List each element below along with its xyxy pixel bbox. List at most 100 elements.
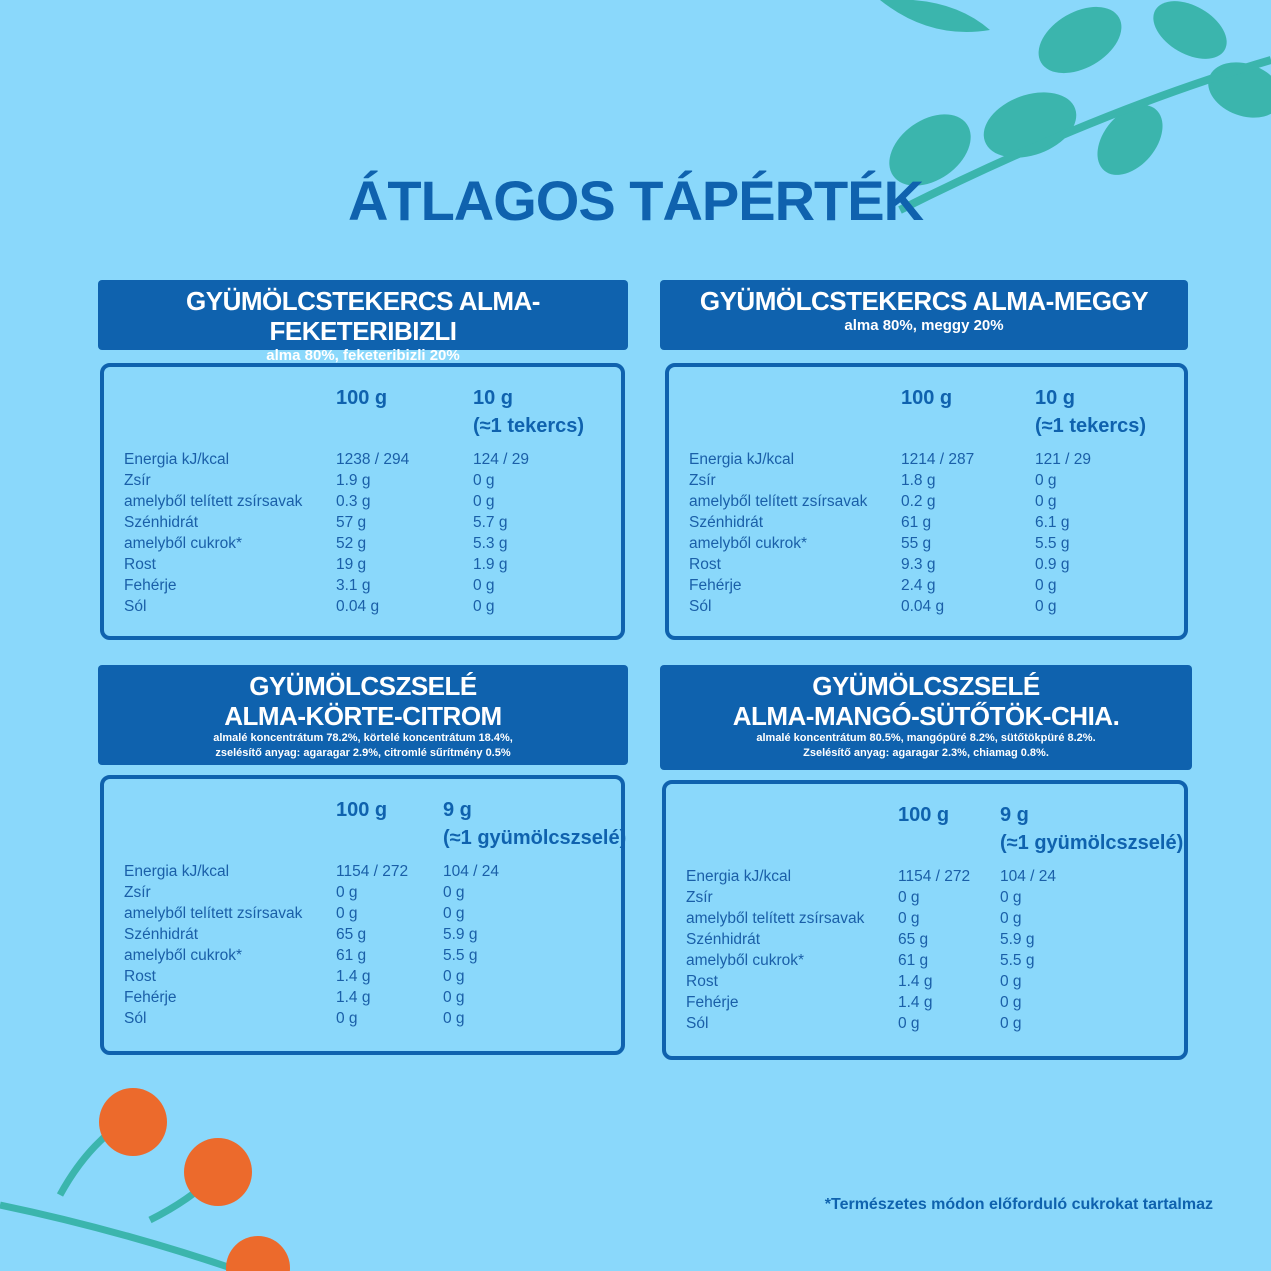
nutrition-value: 0 g [473, 472, 495, 489]
column-header: 100 g [336, 387, 388, 409]
column-header: 10 g [473, 387, 514, 409]
nutrition-value: 5.9 g [443, 926, 478, 943]
nutrient-name: Rost [689, 556, 721, 573]
panel-title: GYÜMÖLCSTEKERCS ALMA-MEGGY [699, 286, 1149, 316]
nutrition-value: 61 g [898, 952, 929, 969]
nutrition-value: 121 / 29 [1035, 451, 1092, 468]
nutrient-name: amelyből cukrok* [686, 952, 805, 969]
nutrition-value: 52 g [336, 535, 367, 552]
panel-header: GYÜMÖLCSZSELÉ ALMA-KÖRTE-CITROM almalé kon… [98, 665, 628, 765]
nutrition-value: 1.4 g [898, 994, 933, 1011]
nutrient-name: Szénhidrát [124, 514, 199, 531]
nutrition-value: 0 g [1035, 577, 1057, 594]
nutrient-name: Szénhidrát [686, 931, 761, 948]
panel-subtitle: alma 80%, feketeribizli 20% [266, 347, 460, 364]
nutrition-value: 0.2 g [901, 493, 936, 510]
column-header: (≈1 tekercs) [473, 415, 585, 437]
nutrition-value: 5.9 g [1000, 931, 1035, 948]
nutrition-value: 0.9 g [1035, 556, 1070, 573]
nutrition-value: 0 g [1000, 994, 1022, 1011]
nutrient-name: Zsír [689, 472, 716, 489]
column-header: (≈1 gyümölcszselé) [443, 827, 627, 849]
panel-title: ALMA-KÖRTE-CITROM [224, 701, 502, 731]
nutrition-value: 65 g [336, 926, 367, 943]
nutrition-table: 100 g 9 g (≈1 gyümölcszselé) Energia kJ/kca… [100, 775, 627, 1055]
nutrient-name: Fehérje [686, 994, 739, 1011]
nutrition-value: 0 g [336, 1010, 358, 1027]
nutrition-value: 0 g [1000, 910, 1022, 927]
nutrient-name: Energia kJ/kcal [124, 863, 230, 880]
panel-title: ALMA-MANGÓ-SÜTŐTÖK-CHIA. [732, 701, 1120, 731]
nutrition-value: 5.7 g [473, 514, 508, 531]
nutrient-name: amelyből cukrok* [689, 535, 808, 552]
nutrition-value: 19 g [336, 556, 367, 573]
berries [0, 1088, 290, 1271]
nutrition-value: 1.4 g [336, 968, 371, 985]
nutrition-value: 65 g [898, 931, 929, 948]
nutrient-name: Energia kJ/kcal [124, 451, 230, 468]
nutrition-value: 104 / 24 [443, 863, 500, 880]
nutrition-value: 1154 / 272 [898, 868, 971, 885]
nutrient-name: Fehérje [124, 577, 177, 594]
nutrition-value: 0 g [1000, 1015, 1022, 1032]
nutrition-value: 0 g [1035, 472, 1057, 489]
nutrition-value: 0.3 g [336, 493, 371, 510]
column-header: 100 g [901, 387, 953, 409]
panel-header: GYÜMÖLCSZSELÉ ALMA-MANGÓ-SÜTŐTÖK-CHIA. alm… [660, 665, 1192, 770]
nutrition-value: 3.1 g [336, 577, 371, 594]
column-header: (≈1 gyümölcszselé) [1000, 832, 1184, 854]
nutrition-value: 0.04 g [336, 598, 380, 615]
nutrition-value: 2.4 g [901, 577, 936, 594]
nutrition-value: 5.5 g [443, 947, 478, 964]
panel-subtitle: almalé koncentrátum 80.5%, mangópüré 8.2… [756, 732, 1096, 744]
nutrition-value: 0 g [443, 1010, 465, 1027]
nutrition-value: 0 g [443, 989, 465, 1006]
nutrition-value: 0 g [1035, 598, 1057, 615]
nutrition-value: 0 g [898, 1015, 920, 1032]
panel-header: GYÜMÖLCSTEKERCS ALMA-FEKETERIBIZLI alma 8… [98, 280, 628, 364]
nutrition-value: 55 g [901, 535, 932, 552]
nutrition-value: 0 g [473, 598, 495, 615]
nutrition-value: 0 g [473, 493, 495, 510]
nutrition-table: 100 g 10 g (≈1 tekercs) Energia kJ/kcal 1214… [665, 363, 1188, 640]
nutrition-value: 0 g [898, 910, 920, 927]
nutrient-name: Sól [689, 598, 712, 615]
panel-title: GYÜMÖLCSZSELÉ [249, 671, 477, 701]
column-header: 100 g [898, 804, 950, 826]
nutrition-value: 0 g [443, 905, 465, 922]
nutrition-value: 0 g [1035, 493, 1057, 510]
nutrient-name: amelyből telített zsírsavak [124, 493, 303, 510]
nutrition-value: 124 / 29 [473, 451, 530, 468]
nutrition-value: 1214 / 287 [901, 451, 975, 468]
nutrition-value: 0 g [336, 884, 358, 901]
panel-title: GYÜMÖLCSTEKERCS ALMA-FEKETERIBIZLI [186, 286, 540, 346]
nutrient-name: Zsír [124, 884, 151, 901]
nutrition-value: 61 g [901, 514, 932, 531]
panel-subtitle: almalé koncentrátum 78.2%, körtelé konce… [213, 732, 513, 744]
nutrition-value: 5.3 g [473, 535, 508, 552]
nutrition-value: 9.3 g [901, 556, 936, 573]
panel-subtitle: alma 80%, meggy 20% [844, 317, 1004, 334]
nutrient-name: Szénhidrát [124, 926, 199, 943]
nutrient-name: Rost [124, 968, 156, 985]
footnote: *Természetes módon előforduló cukrokat t… [824, 1196, 1213, 1213]
nutrition-value: 5.5 g [1035, 535, 1070, 552]
nutrition-value: 1.8 g [901, 472, 936, 489]
panel-header: GYÜMÖLCSTEKERCS ALMA-MEGGY alma 80%, megg… [660, 280, 1188, 350]
nutrition-value: 0 g [443, 884, 465, 901]
nutrient-name: Fehérje [124, 989, 177, 1006]
nutrient-name: Rost [686, 973, 718, 990]
nutrition-value: 5.5 g [1000, 952, 1035, 969]
nutrition-value: 6.1 g [1035, 514, 1070, 531]
nutrition-value: 0 g [336, 905, 358, 922]
leaves [880, 0, 1271, 214]
nutrition-value: 0 g [1000, 889, 1022, 906]
nutrient-name: amelyből cukrok* [124, 535, 243, 552]
column-header: 10 g [1035, 387, 1076, 409]
nutrient-name: Sól [124, 1010, 147, 1027]
nutrition-value: 1238 / 294 [336, 451, 410, 468]
nutrient-name: amelyből telített zsírsavak [689, 493, 868, 510]
panel-subtitle: Zselésítő anyag: agaragar 2.3%, chiamag … [803, 747, 1049, 759]
nutrition-value: 104 / 24 [1000, 868, 1057, 885]
